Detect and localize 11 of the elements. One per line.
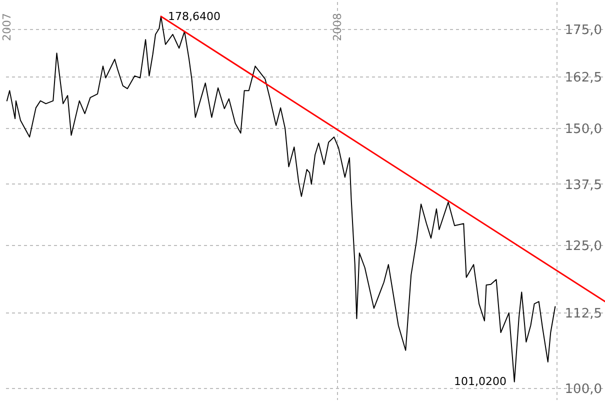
y-tick-label: 175,0 <box>564 23 602 38</box>
x-tick-label: 2007 <box>0 13 14 42</box>
x-tick-label: 2008 <box>331 13 344 42</box>
y-tick-label: 150,0 <box>564 122 602 137</box>
y-tick-label: 137,5 <box>564 178 602 193</box>
y-tick-label: 112,5 <box>564 306 602 322</box>
y-tick-label: 162,5 <box>564 70 602 86</box>
y-tick-label: 100,0 <box>564 382 602 397</box>
annotation: 178,6400 <box>168 10 220 23</box>
annotation: 101,0200 <box>454 375 506 388</box>
y-tick-label: 125,0 <box>564 238 602 254</box>
